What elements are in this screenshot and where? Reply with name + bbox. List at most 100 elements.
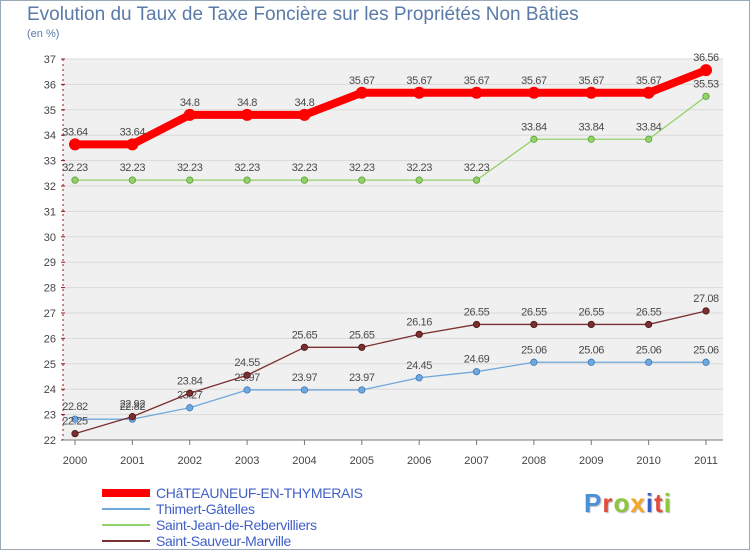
data-label: 33.84 [636, 121, 662, 133]
data-label: 26.55 [464, 306, 490, 318]
series-line [74, 310, 707, 435]
logo-letter: x [630, 488, 646, 518]
legend-swatch [102, 508, 150, 510]
data-point [645, 320, 653, 329]
y-tick-label: 37 [44, 54, 56, 66]
data-point [530, 320, 538, 329]
data-point [358, 343, 366, 351]
legend-swatch [102, 489, 150, 497]
data-label: 26.55 [521, 306, 547, 318]
legend-item: Saint-Sauveur-Marville [102, 533, 363, 549]
data-point [645, 358, 653, 366]
logo-letter: t [654, 488, 664, 518]
x-tick-label: 2002 [177, 455, 201, 467]
series-0: 33.64 33.64 34.8 34.8 34.8 35.67 35.67 35.67 35.… [62, 52, 719, 151]
data-point [642, 86, 655, 99]
proxiti-logo: Proxiti [584, 488, 672, 519]
data-label: 33.84 [521, 121, 547, 133]
x-tick-label: 2000 [63, 455, 87, 467]
data-label: 32.23 [120, 162, 146, 174]
data-label: 23.97 [349, 372, 375, 384]
data-point [128, 413, 136, 421]
legend-label: Saint-Sauveur-Marville [156, 533, 292, 549]
logo-letter: i [645, 488, 655, 518]
data-label: 33.84 [579, 121, 605, 133]
axes [61, 58, 723, 445]
data-point [415, 330, 423, 338]
data-label: 23.97 [292, 372, 318, 384]
data-point [243, 386, 251, 394]
legend-swatch [102, 540, 150, 542]
data-label: 35.53 [693, 78, 719, 90]
x-tick-label: 2008 [522, 455, 546, 467]
data-label: 32.23 [349, 162, 375, 174]
logo-letter: o [613, 488, 631, 518]
data-label: 26.16 [406, 316, 432, 328]
y-tick-label: 34 [44, 130, 56, 142]
data-label: 32.23 [292, 162, 318, 174]
logo-letter: P [584, 488, 603, 518]
data-point [587, 135, 595, 143]
series-line [74, 95, 707, 181]
data-point [470, 86, 483, 99]
data-point [587, 320, 595, 329]
chart-title: Evolution du Taux de Taxe Foncière sur l… [27, 4, 579, 25]
data-point [530, 358, 538, 366]
data-label: 35.67 [579, 75, 605, 87]
data-point [298, 108, 311, 121]
series-line [71, 66, 710, 149]
data-label: 24.55 [234, 357, 260, 369]
data-label: 35.67 [406, 75, 432, 87]
data-label: 24.45 [406, 360, 432, 372]
data-point [300, 343, 309, 351]
data-point [587, 358, 595, 366]
x-tick-label: 2010 [636, 455, 660, 467]
y-tick-label: 27 [44, 308, 56, 320]
data-point [183, 108, 196, 121]
y-tick-label: 31 [44, 206, 56, 218]
data-point [585, 86, 598, 99]
data-label: 32.23 [177, 162, 203, 174]
x-tick-label: 2005 [350, 455, 374, 467]
y-tick-label: 32 [44, 181, 56, 193]
y-tick-label: 30 [44, 232, 56, 244]
series-2: 32.23 32.23 32.23 32.23 32.23 32.23 32.23 32.23… [62, 78, 719, 184]
logo-letter: i [663, 488, 672, 518]
data-label: 34.8 [180, 97, 200, 109]
data-point [472, 176, 481, 184]
legend-item: Saint-Jean-de-Rebervilliers [102, 517, 363, 533]
legend-label: Saint-Jean-de-Rebervilliers [156, 517, 317, 533]
legend-swatch [102, 524, 150, 526]
x-tick-label: 2003 [235, 455, 259, 467]
y-tick-label: 36 [44, 79, 56, 91]
data-label: 23.84 [177, 375, 203, 387]
data-label: 33.64 [120, 126, 146, 138]
y-unit-label: (en %) [27, 28, 60, 40]
x-tick-label: 2001 [120, 455, 144, 467]
data-label: 32.23 [464, 162, 490, 174]
y-tick-label: 26 [44, 333, 56, 345]
legend-item: Thimert-Gâtelles [102, 501, 363, 517]
data-label: 35.67 [521, 75, 547, 87]
data-label: 32.23 [234, 162, 260, 174]
data-label: 22.82 [62, 401, 88, 413]
data-point [645, 135, 653, 143]
data-label: 22.92 [120, 399, 146, 411]
logo-letter: r [602, 488, 614, 518]
data-point [69, 138, 81, 151]
data-label: 26.55 [636, 306, 662, 318]
data-point [243, 371, 251, 379]
data-point [126, 138, 139, 151]
data-label: 27.08 [693, 293, 719, 305]
data-label: 35.67 [464, 75, 490, 87]
y-tick-label: 28 [44, 283, 56, 295]
legend-label: Thimert-Gâtelles [156, 501, 255, 517]
legend: CHâTEAUNEUF-EN-THYMERAIS Thimert-Gâtelle… [102, 485, 363, 549]
data-point [358, 386, 366, 394]
data-point [702, 92, 710, 100]
data-label: 25.65 [292, 329, 318, 341]
data-label: 25.06 [636, 344, 662, 356]
data-label: 22.25 [62, 416, 88, 428]
data-label: 35.67 [349, 75, 375, 87]
